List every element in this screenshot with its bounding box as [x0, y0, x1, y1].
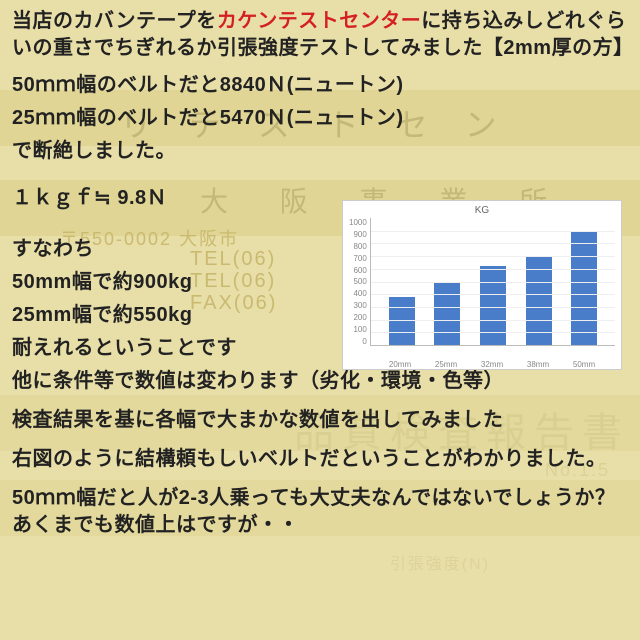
chart-xtick: 25mm [435, 360, 457, 369]
chart-ytick: 900 [349, 230, 367, 239]
chart-ytick: 800 [349, 242, 367, 251]
chart-bar [389, 297, 415, 345]
chart-ytick: 700 [349, 254, 367, 263]
chart-plot [370, 218, 615, 346]
paragraph-results: 検査結果を基に各幅で大まかな数値を出してみました [12, 407, 628, 434]
paragraph-conditions: 他に条件等で数値は変わります（劣化・環境・色等） [12, 368, 628, 395]
chart-bar [434, 282, 460, 346]
chart-ytick: 300 [349, 301, 367, 310]
paragraph-people: 50ｍｍ幅だと人が2-3人乗っても大丈夫なんではないでしょうか？あくまでも数値上… [12, 485, 628, 539]
chart-ytick: 100 [349, 325, 367, 334]
chart-ytick: 1000 [349, 218, 367, 227]
bar-chart: KG 10009008007006005004003002001000 20mm… [342, 200, 622, 370]
chart-y-axis: 10009008007006005004003002001000 [349, 218, 370, 346]
chart-ytick: 400 [349, 289, 367, 298]
bg-faded-text: 引張強度(N) [390, 550, 490, 574]
chart-ytick: 500 [349, 277, 367, 286]
chart-ytick: 600 [349, 266, 367, 275]
chart-xtick: 20mm [389, 360, 411, 369]
chart-ytick: 0 [349, 337, 367, 346]
chart-xtick: 32mm [481, 360, 503, 369]
chart-xtick: 50mm [573, 360, 595, 369]
highlight-text: カケンテストセンター [217, 10, 421, 32]
chart-title: KG [349, 205, 615, 216]
chart-area: 10009008007006005004003002001000 [349, 218, 615, 358]
chart-bar [571, 231, 597, 345]
chart-ytick: 200 [349, 313, 367, 322]
text: 当店のカバンテープを [12, 10, 217, 32]
chart-xtick: 38mm [527, 360, 549, 369]
paragraph-reliable: 右図のように結構頼もしいベルトだということがわかりました。 [12, 446, 628, 473]
paragraph-50mm: 50ｍｍ幅のベルトだと8840Ｎ(ニュートン) [12, 72, 628, 99]
chart-x-axis: 20mm 25mm 32mm 38mm 50mm [349, 358, 615, 369]
paragraph-break: で断絶しました。 [12, 138, 628, 165]
paragraph-25mm: 25ｍｍ幅のベルトだと5470Ｎ(ニュートン) [12, 105, 628, 132]
paragraph-intro: 当店のカバンテープをカケンテストセンターに持ち込みしどれぐらいの重さでちぎれるか… [12, 8, 628, 62]
